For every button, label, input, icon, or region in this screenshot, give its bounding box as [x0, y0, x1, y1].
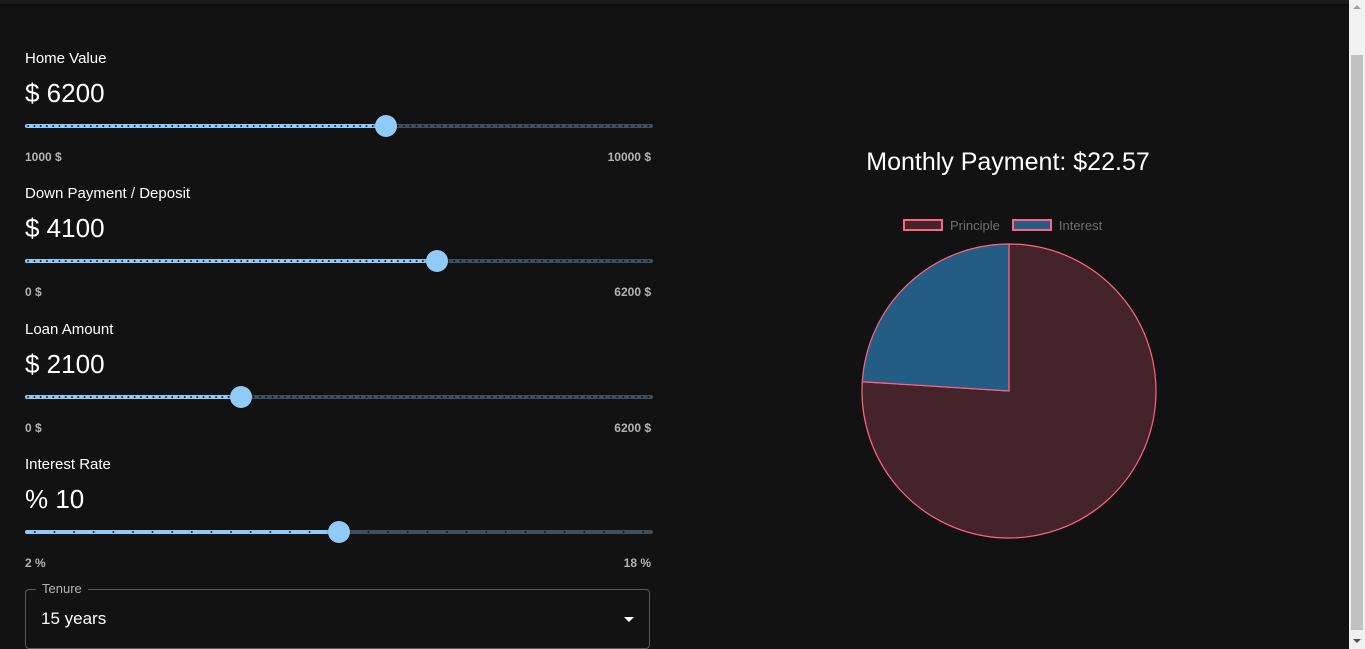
interest-rate-min-label: 2 %: [25, 556, 46, 570]
home-value-slider[interactable]: [25, 115, 653, 137]
down-payment-max-label: 6200 $: [614, 285, 651, 299]
scrollbar-thumb[interactable]: [1351, 55, 1363, 630]
slider-thumb[interactable]: [328, 521, 350, 543]
interest-rate-slider-group: Interest Rate % 10 2 % 18 %: [25, 456, 653, 586]
pie-slice-interest[interactable]: [861, 243, 1010, 392]
down-payment-slider[interactable]: [25, 250, 653, 272]
loan-amount-slider[interactable]: [25, 386, 653, 408]
loan-amount-min-label: 0 $: [25, 421, 42, 435]
loan-amount-display: $ 2100: [25, 349, 105, 379]
interest-rate-label: Interest Rate: [25, 456, 111, 473]
home-value-label: Home Value: [25, 50, 107, 67]
caret-down-icon[interactable]: [624, 617, 634, 622]
down-payment-display: $ 4100: [25, 213, 105, 243]
tenure-value: 15 years: [41, 609, 107, 628]
down-payment-label: Down Payment / Deposit: [25, 185, 191, 202]
interest-rate-display: % 10: [25, 484, 85, 514]
down-payment-min-label: 0 $: [25, 285, 42, 299]
legend-swatch-principle: [903, 219, 943, 231]
slider-thumb[interactable]: [375, 115, 398, 137]
loan-amount-max-label: 6200 $: [614, 421, 651, 435]
slider-step-marks: [25, 260, 653, 262]
down-payment-slider-group: Down Payment / Deposit $ 4100 0 $ 6200 $: [25, 185, 653, 315]
app-bar-edge: [0, 0, 1349, 4]
legend-item-principle[interactable]: Principle: [903, 218, 1000, 233]
scroll-down-icon[interactable]: [1353, 639, 1361, 643]
chart-legend: Principle Interest: [903, 216, 1114, 234]
slider-thumb[interactable]: [425, 250, 448, 272]
slider-thumb[interactable]: [230, 386, 253, 408]
legend-label-interest: Interest: [1058, 217, 1103, 233]
home-value-min-label: 1000 $: [25, 150, 62, 164]
home-value-slider-group: Home Value $ 6200 1000 $ 10000 $: [25, 50, 653, 180]
loan-amount-label: Loan Amount: [25, 321, 114, 338]
payment-pie-chart: [861, 243, 1157, 539]
tenure-select[interactable]: Tenure 15 years: [25, 581, 650, 649]
vertical-scrollbar[interactable]: [1349, 0, 1365, 649]
home-value-max-label: 10000 $: [607, 150, 651, 164]
loan-amount-slider-group: Loan Amount $ 2100 0 $ 6200 $: [25, 321, 653, 451]
scroll-up-icon[interactable]: [1353, 5, 1361, 9]
loan-inputs-panel: Home Value $ 6200 1000 $ 10000 $ Down Pa…: [25, 0, 653, 649]
legend-label-principle: Principle: [950, 217, 1000, 233]
interest-rate-max-label: 18 %: [623, 556, 651, 570]
monthly-payment-title: Monthly Payment: $22.57: [866, 148, 1150, 176]
legend-item-interest[interactable]: Interest: [1011, 217, 1103, 233]
tenure-label: Tenure: [36, 581, 88, 596]
slider-step-marks: [25, 396, 653, 398]
interest-rate-slider[interactable]: [25, 521, 653, 543]
home-value-display: $ 6200: [25, 78, 105, 108]
legend-swatch-interest: [1011, 219, 1052, 231]
slider-step-marks: [25, 125, 653, 127]
